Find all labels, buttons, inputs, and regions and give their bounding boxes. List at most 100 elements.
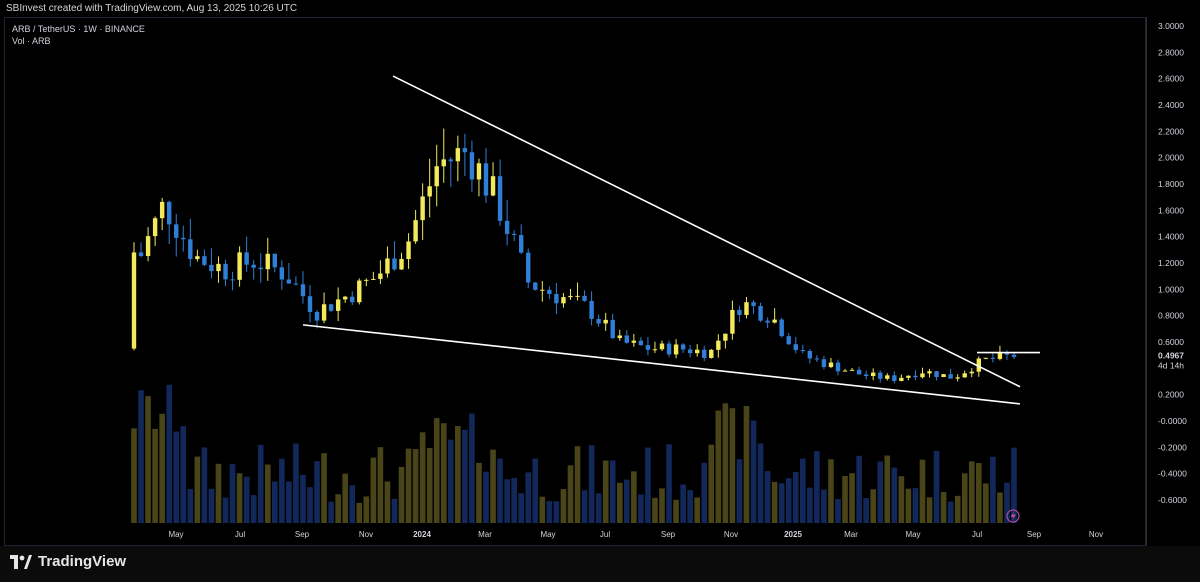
volume-bar [511, 477, 517, 523]
candle-body [730, 309, 735, 334]
candle-body [962, 373, 967, 378]
header-text: SBInvest created with TradingView.com, A… [6, 3, 298, 14]
candle-body [835, 362, 841, 372]
candle-body [652, 349, 658, 351]
candle-body [300, 284, 306, 297]
candle-body [885, 375, 890, 379]
volume-bar [440, 423, 447, 523]
volume-bar [264, 464, 271, 523]
candle-body [892, 375, 897, 381]
candle-body [152, 218, 158, 237]
candle-body [976, 358, 981, 372]
candle-body [350, 296, 355, 303]
candle-body [702, 349, 707, 358]
x-tick-label: Mar [478, 530, 492, 539]
volume-bar [652, 497, 658, 523]
volume-bar [250, 495, 257, 523]
candle-body [526, 252, 531, 283]
volume-bar [560, 489, 567, 523]
candle-body [540, 289, 545, 291]
volume-bar [722, 403, 729, 523]
volume-bar [687, 490, 693, 523]
volume-bar [286, 481, 292, 523]
candle-body [786, 336, 791, 345]
chart-frame[interactable] [4, 17, 1146, 546]
candle-body [828, 362, 834, 368]
candle-body [547, 289, 552, 295]
candle-body [364, 279, 369, 281]
candle-body [251, 264, 256, 268]
volume-bar [518, 493, 524, 523]
volume-bar [778, 483, 785, 523]
volume-bar [201, 447, 208, 523]
volume-bar [363, 496, 370, 523]
volume-bar [173, 431, 180, 523]
tradingview-logo[interactable]: TradingView [10, 553, 126, 570]
candle-body [413, 220, 418, 242]
volume-bar [814, 451, 820, 523]
chart-legend: ARB / TetherUS · 1W · BINANCE Vol · ARB [12, 23, 145, 47]
volume-bar [377, 447, 384, 523]
x-tick-label: May [168, 530, 183, 539]
volume-bar [321, 453, 327, 523]
candle-body [406, 241, 411, 260]
y-tick-label: 2.4000 [1158, 100, 1184, 110]
volume-bar [785, 478, 792, 523]
volume-bar [581, 490, 588, 523]
candle-body [878, 372, 883, 379]
volume-bar [870, 489, 876, 523]
candle-body [188, 239, 193, 260]
legend-volume[interactable]: Vol · ARB [12, 36, 51, 46]
volume-bar [145, 396, 151, 523]
volume-bar [856, 455, 862, 523]
volume-bar [236, 473, 243, 523]
candle-body [645, 345, 651, 350]
candle-body [751, 302, 756, 307]
tradingview-logo-icon [10, 554, 32, 569]
candle-body [441, 159, 446, 167]
price-axis[interactable] [1146, 17, 1200, 546]
volume-bar [933, 450, 940, 523]
y-tick-label: 1.8000 [1158, 179, 1184, 189]
candle-body [427, 186, 432, 197]
candle-body [145, 236, 151, 257]
volume-bar [546, 501, 553, 523]
volume-bar [708, 444, 715, 523]
x-tick-label: Jul [600, 530, 610, 539]
candle-body [899, 377, 904, 381]
volume-bar [412, 449, 419, 523]
volume-bar [349, 485, 356, 523]
candle-body [286, 279, 292, 284]
candle-body [575, 295, 580, 297]
chart-canvas[interactable]: 3.0000 2.8000 2.6000 2.4000 2.2000 2.0000 1.80… [0, 0, 1200, 546]
volume-bar [293, 443, 299, 523]
y-tick-label: 0.2000 [1158, 390, 1184, 400]
volume-bar [968, 461, 975, 523]
volume-bar [187, 489, 194, 523]
legend-symbol[interactable]: ARB / TetherUS · 1W · BINANCE [12, 24, 145, 34]
y-tick-label: 2.6000 [1158, 74, 1184, 84]
volume-bar [1004, 482, 1010, 523]
volume-bar [553, 501, 560, 523]
volume-bar [800, 458, 806, 523]
volume-bar [792, 472, 799, 523]
candle-body [659, 343, 665, 350]
candle-body [265, 253, 270, 270]
candle-body [666, 343, 672, 355]
volume-bar [666, 444, 672, 523]
trendline-upper-resistance [392, 75, 1021, 388]
candle-body [504, 220, 510, 234]
candle-body [955, 377, 960, 379]
countdown-label: 4d 14h [1158, 361, 1184, 371]
volume-bar [891, 467, 898, 523]
candle-body [603, 319, 608, 324]
x-tick-label: Nov [359, 530, 373, 539]
volume-bar [764, 471, 771, 523]
candle-body [617, 335, 622, 339]
volume-bar [391, 498, 398, 523]
y-tick-label: -0.6000 [1158, 495, 1187, 505]
volume-bar [532, 458, 539, 523]
volume-bar [328, 501, 334, 523]
lightning-alert-glyph [1010, 511, 1016, 521]
candle-body [483, 163, 489, 196]
